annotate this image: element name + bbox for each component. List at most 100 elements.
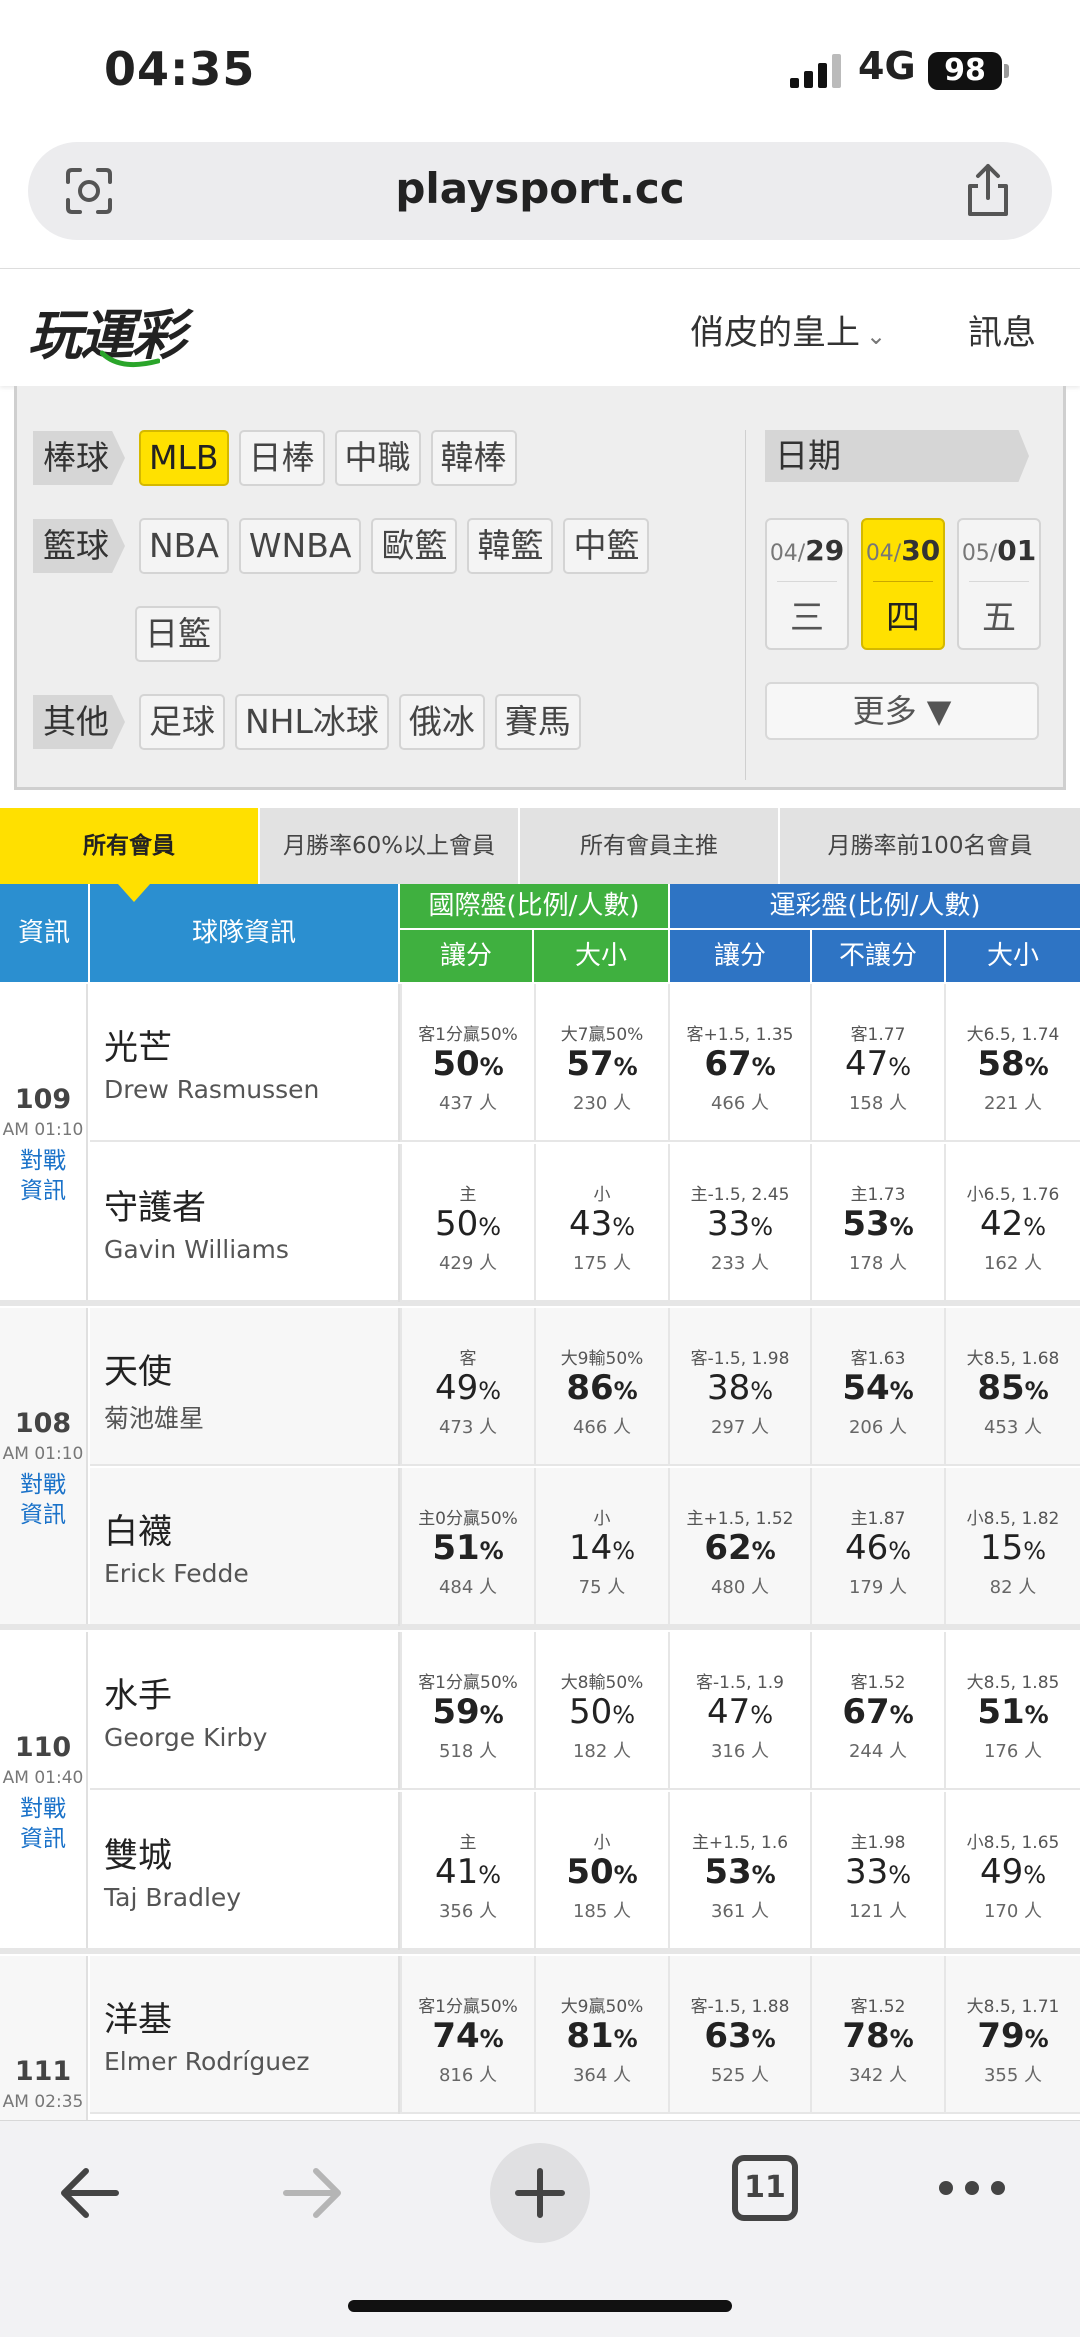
forward-arrow-icon[interactable] — [280, 2163, 348, 2223]
odds-cell[interactable]: 客+1.5, 1.35 67% 466 人 — [668, 984, 810, 1142]
odds-cell[interactable]: 主+1.5, 1.52 62% 480 人 — [668, 1468, 810, 1626]
user-name[interactable]: 俏皮的皇上 — [690, 313, 860, 353]
more-dates-button[interactable]: 更多 ▼ — [765, 682, 1039, 740]
game-time: AM 01:10 — [2, 1120, 84, 1140]
game-time: AM 01:40 — [2, 1768, 84, 1788]
game-row: 108 AM 01:10 對戰資訊 天使 菊池雄星 客 49% 473 人 大9輸50… — [0, 1308, 1080, 1630]
team-row: 水手 George Kirby 客1分贏50% 59% 518 人 大8輸50% 50%… — [90, 1632, 1080, 1790]
odds-cell[interactable]: 大8.5, 1.85 51% 176 人 — [944, 1632, 1080, 1790]
odds-cell[interactable]: 大6.5, 1.74 58% 221 人 — [944, 984, 1080, 1142]
date-day: 01 — [997, 534, 1037, 567]
league-euro-basketball[interactable]: 歐籃 — [371, 518, 458, 574]
odds-cell[interactable]: 大8.5, 1.71 79% 355 人 — [944, 1956, 1080, 2114]
odds-cell[interactable]: 小 43% 175 人 — [534, 1144, 668, 1302]
odds-cell[interactable]: 小 14% 75 人 — [534, 1468, 668, 1626]
team-name[interactable]: 守護者 — [104, 1188, 206, 1228]
date-weekday: 三 — [777, 581, 837, 639]
header-info: 資訊 — [0, 884, 88, 982]
date-0501[interactable]: 05/01 五 — [957, 518, 1041, 650]
user-menu[interactable]: 俏皮的皇上 ⌄ — [690, 305, 886, 354]
odds-cell[interactable]: 客1分贏50% 50% 437 人 — [400, 984, 534, 1142]
odds-cell[interactable]: 主1.73 53% 178 人 — [810, 1144, 944, 1302]
league-cpbl[interactable]: 中職 — [334, 430, 421, 486]
new-tab-button[interactable] — [490, 2143, 590, 2243]
league-nba[interactable]: NBA — [139, 518, 229, 574]
league-soccer[interactable]: 足球 — [139, 694, 225, 750]
odds-cell[interactable]: 大8.5, 1.68 85% 453 人 — [944, 1308, 1080, 1466]
tab-switcher-button[interactable]: 11 — [732, 2155, 798, 2221]
header-sport-spread: 讓分 — [670, 930, 810, 982]
tab-top-100[interactable]: 月勝率前100名會員 — [780, 808, 1080, 884]
team-name[interactable]: 天使 — [104, 1352, 172, 1392]
league-nhl[interactable]: NHL冰球 — [235, 694, 389, 750]
odds-cell[interactable]: 客-1.5, 1.9 47% 316 人 — [668, 1632, 810, 1790]
odds-cell[interactable]: 客1分贏50% 59% 518 人 — [400, 1632, 534, 1790]
matchup-info-link[interactable]: 對戰資訊 — [20, 1148, 66, 1204]
share-icon[interactable] — [960, 160, 1016, 220]
league-mlb[interactable]: MLB — [139, 430, 229, 486]
pick-count: 185 人 — [572, 1901, 632, 1922]
odds-cell[interactable]: 小 50% 185 人 — [534, 1792, 668, 1950]
odds-line: 主-1.5, 2.45 — [690, 1185, 790, 1205]
team-name[interactable]: 水手 — [104, 1676, 172, 1716]
league-khl[interactable]: 俄冰 — [398, 694, 485, 750]
date-weekday: 四 — [873, 581, 933, 639]
odds-cell[interactable]: 主+1.5, 1.6 53% 361 人 — [668, 1792, 810, 1950]
back-arrow-icon[interactable] — [54, 2163, 122, 2223]
odds-cell[interactable]: 客1.63 54% 206 人 — [810, 1308, 944, 1466]
league-kbo[interactable]: 韓棒 — [430, 430, 517, 486]
team-row: 天使 菊池雄星 客 49% 473 人 大9輸50% 86% 466 人 客-1.5, 1… — [90, 1308, 1080, 1466]
header-sport-total: 大小 — [946, 930, 1080, 982]
odds-cell[interactable]: 主1.98 33% 121 人 — [810, 1792, 944, 1950]
more-menu-icon[interactable] — [936, 2173, 1008, 2203]
header-sport-lottery: 運彩盤(比例/人數) — [670, 884, 1080, 928]
league-wnba[interactable]: WNBA — [238, 518, 362, 574]
google-lens-icon[interactable] — [62, 164, 116, 218]
team-name[interactable]: 光芒 — [104, 1028, 172, 1068]
matchup-info-link[interactable]: 對戰資訊 — [20, 1796, 66, 1852]
odds-cell[interactable]: 客1.52 67% 244 人 — [810, 1632, 944, 1790]
pick-count: 484 人 — [438, 1577, 498, 1598]
team-name[interactable]: 白襪 — [104, 1512, 172, 1552]
date-0429[interactable]: 04/29 三 — [765, 518, 849, 650]
odds-cell[interactable]: 客 49% 473 人 — [400, 1308, 534, 1466]
odds-cell[interactable]: 小8.5, 1.82 15% 82 人 — [944, 1468, 1080, 1626]
league-japan-basketball[interactable]: 日籃 — [135, 606, 221, 662]
odds-cell[interactable]: 主0分贏50% 51% 484 人 — [400, 1468, 534, 1626]
odds-cell[interactable]: 客1.77 47% 158 人 — [810, 984, 944, 1142]
pick-count: 221 人 — [983, 1093, 1043, 1114]
odds-cell[interactable]: 主 50% 429 人 — [400, 1144, 534, 1302]
tab-all-members[interactable]: 所有會員 — [0, 808, 260, 902]
odds-cell[interactable]: 大7贏50% 57% 230 人 — [534, 984, 668, 1142]
odds-line: 大8.5, 1.71 — [966, 1997, 1060, 2017]
league-horse-racing[interactable]: 賽馬 — [494, 694, 581, 750]
team-name[interactable]: 洋基 — [104, 2000, 172, 2040]
odds-cell[interactable]: 小8.5, 1.65 49% 170 人 — [944, 1792, 1080, 1950]
odds-cell[interactable]: 客1分贏50% 74% 816 人 — [400, 1956, 534, 2114]
date-0430[interactable]: 04/30 四 — [861, 518, 945, 650]
odds-cell[interactable]: 小6.5, 1.76 42% 162 人 — [944, 1144, 1080, 1302]
odds-cell[interactable]: 主 41% 356 人 — [400, 1792, 534, 1950]
pick-percent: 42 — [979, 1204, 1024, 1244]
game-row: 109 AM 01:10 對戰資訊 光芒 Drew Rasmussen 客1分贏5… — [0, 984, 1080, 1306]
odds-cell[interactable]: 客1.52 78% 342 人 — [810, 1956, 944, 2114]
league-korea-basketball[interactable]: 韓籃 — [467, 518, 554, 574]
tab-all-main-picks[interactable]: 所有會員主推 — [520, 808, 780, 884]
odds-cell[interactable]: 大9輸50% 86% 466 人 — [534, 1308, 668, 1466]
matchup-info-link[interactable]: 對戰資訊 — [20, 1472, 66, 1528]
game-number: 109 — [14, 1084, 72, 1115]
odds-cell[interactable]: 客-1.5, 1.88 63% 525 人 — [668, 1956, 810, 2114]
odds-cell[interactable]: 大9贏50% 81% 364 人 — [534, 1956, 668, 2114]
team-name[interactable]: 雙城 — [104, 1836, 172, 1876]
messages-link[interactable]: 訊息 — [968, 313, 1036, 353]
league-npb[interactable]: 日棒 — [238, 430, 325, 486]
odds-cell[interactable]: 主1.87 46% 179 人 — [810, 1468, 944, 1626]
url-text[interactable]: playsport.cc — [395, 164, 685, 213]
league-china-basketball[interactable]: 中籃 — [563, 518, 650, 574]
tab-winrate-60[interactable]: 月勝率60%以上會員 — [260, 808, 520, 884]
odds-cell[interactable]: 主-1.5, 2.45 33% 233 人 — [668, 1144, 810, 1302]
pick-count: 466 人 — [710, 1093, 770, 1114]
odds-cell[interactable]: 客-1.5, 1.98 38% 297 人 — [668, 1308, 810, 1466]
odds-cell[interactable]: 大8輸50% 50% 182 人 — [534, 1632, 668, 1790]
address-bar[interactable]: playsport.cc — [28, 142, 1052, 240]
